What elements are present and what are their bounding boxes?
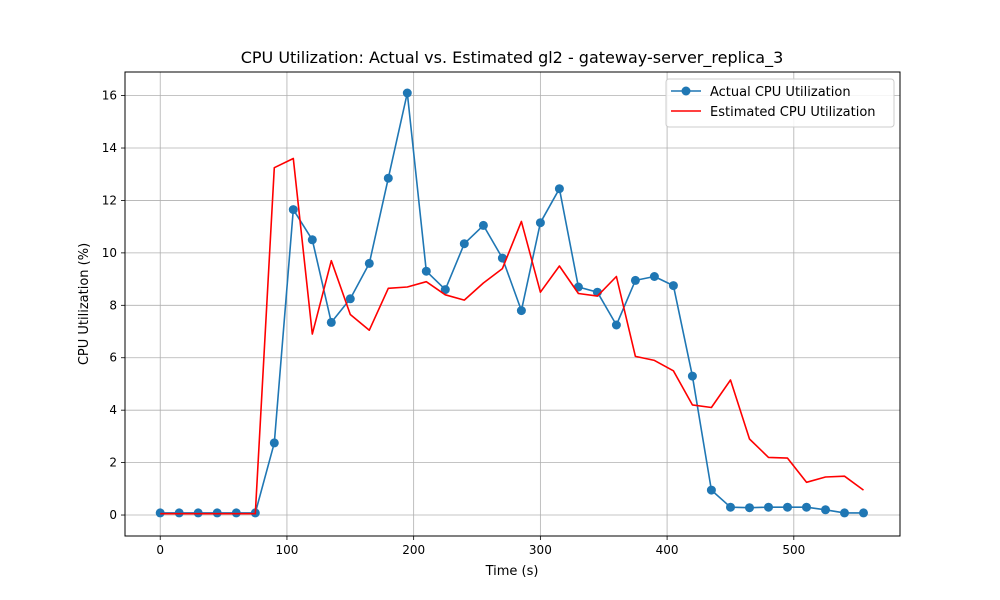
plot-frame: [124, 71, 901, 537]
data-point-actual: [326, 317, 336, 327]
y-tick-label: 14: [102, 141, 117, 155]
data-point-actual: [802, 502, 811, 512]
y-tick-label: 2: [109, 456, 117, 470]
data-point-actual: [649, 272, 659, 281]
series-line-estimated: [160, 157, 864, 515]
data-point-actual: [630, 275, 640, 285]
y-tick-label: 0: [109, 508, 117, 522]
series-layer: [155, 88, 868, 518]
data-point-actual: [554, 184, 564, 194]
data-point-actual: [307, 235, 317, 245]
data-point-actual: [421, 266, 431, 276]
data-point-actual: [364, 258, 374, 268]
legend-box: [665, 78, 895, 128]
data-point-actual: [783, 502, 792, 512]
y-axis-label: CPU Utilization (%): [77, 243, 92, 365]
data-point-actual: [726, 502, 735, 512]
data-point-actual: [764, 502, 773, 512]
data-point-actual: [440, 285, 450, 295]
data-point-actual: [459, 239, 469, 249]
data-point-actual: [402, 88, 412, 98]
chart-title: CPU Utilization: Actual vs. Estimated gl…: [241, 48, 784, 68]
data-point-actual: [706, 485, 716, 495]
x-tick-label: 400: [656, 543, 679, 557]
legend-marker-actual: [681, 86, 691, 96]
data-point-actual: [821, 505, 830, 515]
data-point-actual: [668, 281, 678, 291]
ticks: 0 100 200 300 400 500 0 2 4 6 8 10 12 14 16: [102, 89, 806, 557]
data-point-actual: [345, 294, 355, 304]
y-tick-label: 10: [102, 246, 117, 260]
data-point-actual: [859, 508, 868, 518]
x-tick-label: 100: [275, 543, 298, 557]
x-tick-label: 300: [529, 543, 552, 557]
data-point-actual: [288, 205, 298, 215]
data-point-actual: [478, 220, 488, 230]
x-tick-label: 0: [156, 543, 164, 557]
data-point-actual: [840, 508, 849, 518]
data-point-actual: [383, 173, 393, 183]
y-tick-label: 12: [102, 193, 117, 207]
y-tick-label: 4: [109, 403, 117, 417]
legend-label-actual: Actual CPU Utilization: [710, 85, 851, 100]
legend: Actual CPU Utilization Estimated CPU Uti…: [665, 78, 895, 128]
data-point-actual: [516, 306, 526, 316]
y-tick-label: 8: [109, 298, 117, 312]
x-axis-label: Time (s): [485, 564, 539, 579]
data-point-actual: [269, 438, 279, 448]
data-point-actual: [687, 371, 697, 381]
x-tick-label: 500: [782, 543, 805, 557]
data-point-actual: [535, 218, 545, 228]
x-tick-label: 200: [402, 543, 425, 557]
y-tick-label: 6: [109, 351, 117, 365]
data-point-actual: [497, 253, 507, 263]
data-point-actual: [745, 503, 754, 513]
data-point-actual: [611, 320, 621, 330]
legend-label-estimated: Estimated CPU Utilization: [710, 105, 876, 120]
y-tick-label: 16: [102, 89, 117, 103]
